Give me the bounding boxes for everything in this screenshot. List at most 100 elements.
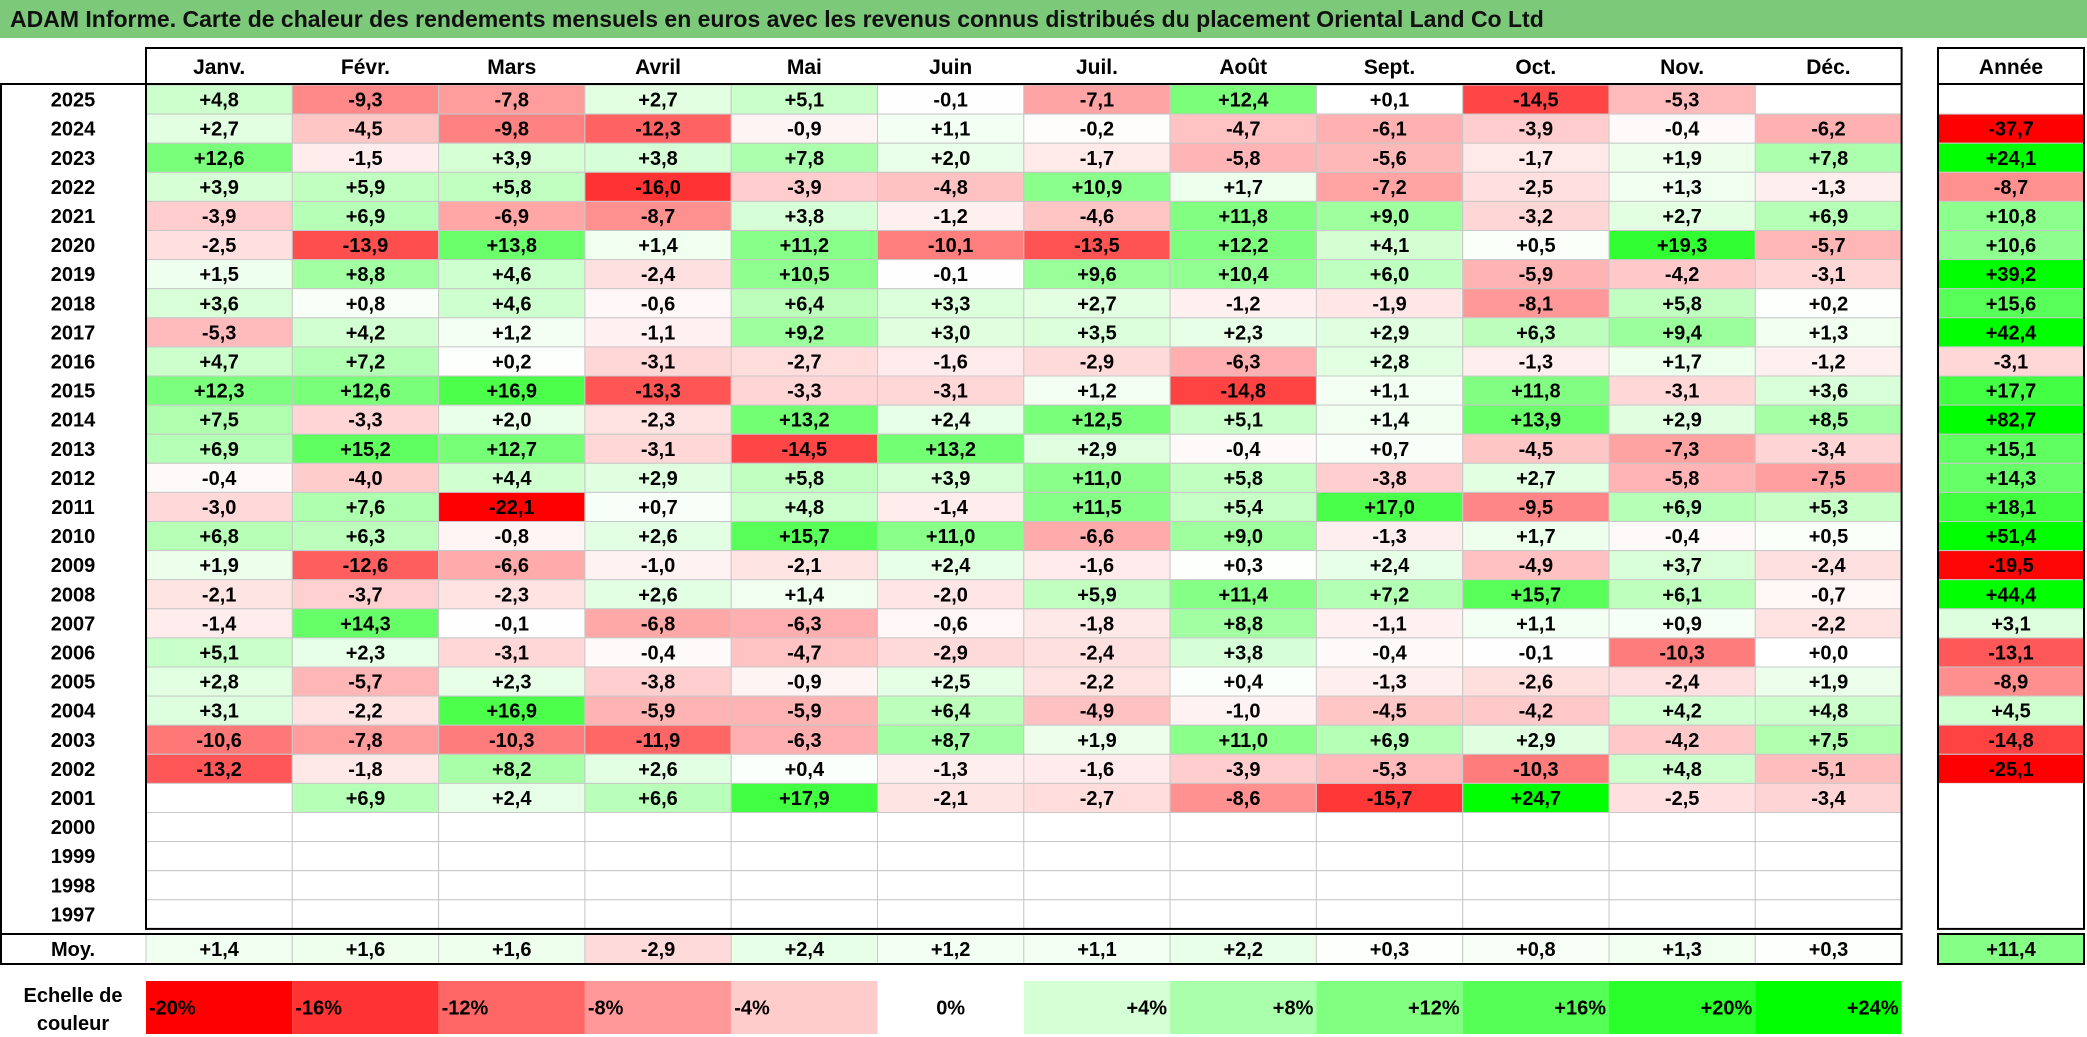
average-value: +0,3 [1370,939,1409,961]
heatmap-cell [1754,899,1903,930]
average-value: +1,1 [1077,939,1116,961]
heatmap-cell [1023,404,1171,435]
average-cell [877,933,1025,965]
cell-value: -1,6 [1080,759,1114,781]
year-label: 1998 [51,875,96,897]
heatmap-cell [1169,782,1317,814]
heatmap-cell [1023,724,1171,755]
cell-value: -1,2 [1811,351,1845,373]
heatmap-cell [877,404,1025,435]
month-header: Mai [787,56,822,79]
cell-value: -1,1 [641,322,675,344]
cell-value: +6,9 [346,206,385,228]
scale-step-label: -4% [734,998,770,1020]
cell-value: -6,8 [641,613,675,635]
heatmap-cell [1462,404,1610,435]
heatmap-cell [1462,753,1610,784]
heatmap-cell [730,375,879,406]
heatmap-cell [1023,433,1171,464]
cell-value: +9,6 [1077,264,1116,286]
cell-value: -14,5 [782,439,828,461]
month-header: Mars [487,56,536,79]
heatmap-cell [1754,608,1903,639]
heatmap-cell [438,142,586,173]
scale-step-label: +24% [1847,998,1899,1020]
cell-value: -6,3 [1226,351,1260,373]
heatmap-cell [1462,84,1610,115]
average-value: +1,2 [931,939,970,961]
cell-value: -16,0 [635,177,681,199]
heatmap-cell [1462,113,1610,144]
cell-value: +1,9 [199,555,238,577]
heatmap-cell [1023,899,1171,930]
heatmap-cell [438,433,586,464]
cell-value: +0,5 [1809,526,1848,548]
heatmap-cell [1754,870,1903,901]
heatmap-cell [145,113,293,144]
scale-swatch [438,981,585,1034]
cell-value: -0,2 [1080,119,1114,141]
heatmap-cell [584,404,732,435]
annual-value: +51,4 [1986,526,2037,548]
cell-value: +3,7 [1662,555,1701,577]
cell-value: +0,9 [1662,613,1701,635]
cell-value: +2,9 [1516,730,1555,752]
heatmap-cell [1169,404,1317,435]
year-label: 2014 [51,410,96,432]
cell-value: +0,2 [492,351,531,373]
cell-value: +10,5 [779,264,830,286]
heatmap-cell [1315,375,1464,406]
heatmap-cell [1315,491,1464,522]
year-label: 2007 [51,613,96,635]
heatmap-cell [1169,346,1317,377]
heatmap-cell [1023,695,1171,726]
year-label: 2005 [51,672,96,694]
cell-value: -7,2 [1372,177,1406,199]
cell-value: -2,4 [641,264,676,286]
month-header: Avril [635,56,681,79]
heatmap-cell [145,666,293,697]
average-cell [1462,933,1610,965]
cell-value: +19,3 [1657,235,1708,257]
heatmap-cell [1023,521,1171,552]
heatmap-cell [1169,462,1317,493]
cell-value: -0,8 [495,526,529,548]
cell-value: -7,8 [348,730,382,752]
heatmap-cell [1608,230,1756,261]
heatmap-cell [1754,724,1903,755]
scale-step-label: -20% [149,998,196,1020]
year-label: 2015 [51,381,96,403]
heatmap-cell [1754,812,1903,843]
cell-value: -10,3 [1513,759,1559,781]
heatmap-cell [1023,550,1171,581]
scale-swatch [731,981,878,1034]
scale-step-label: -8% [588,998,624,1020]
annual-frame [1937,47,2085,930]
cell-value: -1,2 [1226,293,1260,315]
cell-value: +6,9 [346,788,385,810]
cell-value: -5,1 [1811,759,1845,781]
cell-value: -5,9 [1519,264,1553,286]
cell-value: -3,0 [202,497,236,519]
cell-value: -0,9 [787,119,821,141]
cell-value: +8,8 [1224,613,1263,635]
heatmap-cell [1608,608,1756,639]
cell-value: +0,3 [1224,555,1263,577]
cell-value: -0,4 [1226,439,1261,461]
heatmap-cell [438,346,586,377]
heatmap-cell [438,171,586,202]
cell-value: -0,6 [641,293,675,315]
heatmap-cell [1754,695,1903,726]
heatmap-cell [877,113,1025,144]
average-cell [584,933,732,965]
cell-value: +6,3 [346,526,385,548]
cell-value: -2,4 [1665,672,1700,694]
cell-value: -2,5 [1519,177,1553,199]
annual-value: -25,1 [1988,759,2034,781]
heatmap-cell [730,870,879,901]
average-annual-value: +11,4 [1986,939,2036,961]
average-cell [730,933,879,965]
cell-value: +3,8 [638,148,677,170]
cell-value: +2,7 [1516,468,1555,490]
annual-cell [1937,462,2085,493]
